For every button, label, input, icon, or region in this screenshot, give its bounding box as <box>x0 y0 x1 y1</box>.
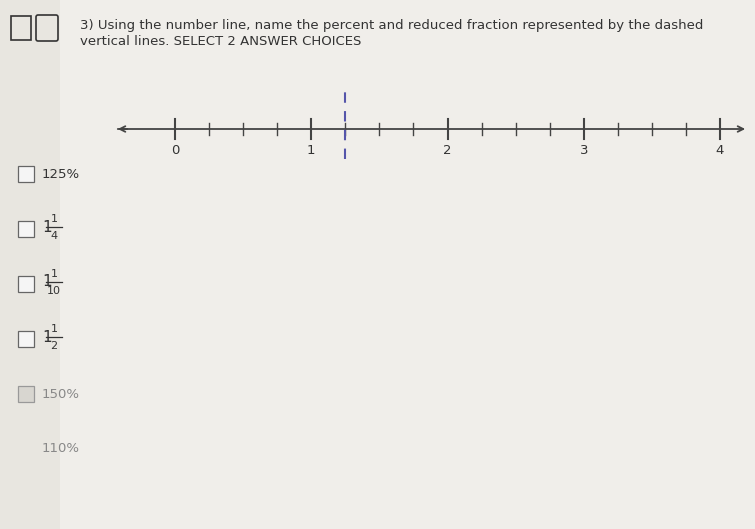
Text: 1: 1 <box>42 330 51 344</box>
Bar <box>18 386 34 402</box>
Bar <box>18 331 34 347</box>
Bar <box>18 276 34 292</box>
Text: 3) Using the number line, name the percent and reduced fraction represented by t: 3) Using the number line, name the perce… <box>80 19 704 32</box>
Text: 2: 2 <box>443 144 451 157</box>
Text: 2: 2 <box>51 341 57 351</box>
Text: 1: 1 <box>42 275 51 289</box>
Text: 110%: 110% <box>42 442 80 455</box>
Text: vertical lines. SELECT 2 ANSWER CHOICES: vertical lines. SELECT 2 ANSWER CHOICES <box>80 35 362 48</box>
Bar <box>18 166 34 182</box>
Text: 0: 0 <box>171 144 179 157</box>
Text: 1: 1 <box>307 144 316 157</box>
Text: 1: 1 <box>51 214 57 224</box>
Bar <box>18 221 34 237</box>
Text: 4: 4 <box>716 144 724 157</box>
Text: 1: 1 <box>42 220 51 234</box>
Text: 1: 1 <box>51 269 57 279</box>
Text: 10: 10 <box>47 286 61 296</box>
Text: 150%: 150% <box>42 388 80 400</box>
Text: 125%: 125% <box>42 168 80 180</box>
Text: 4: 4 <box>51 231 57 241</box>
Text: 1: 1 <box>51 324 57 334</box>
Text: 3: 3 <box>580 144 588 157</box>
FancyBboxPatch shape <box>60 0 755 529</box>
